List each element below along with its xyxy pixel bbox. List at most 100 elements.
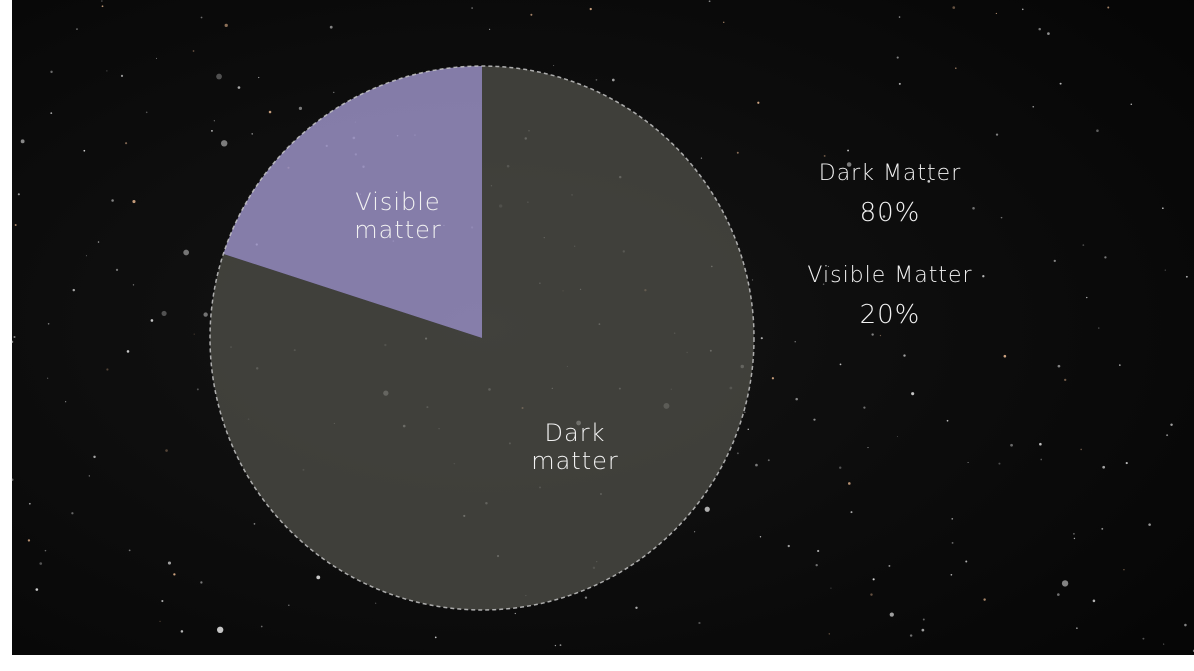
star xyxy=(71,512,74,515)
star xyxy=(1076,627,1078,629)
star xyxy=(200,16,203,19)
star xyxy=(224,23,228,28)
star xyxy=(93,455,96,459)
pie-outline xyxy=(209,65,755,611)
star xyxy=(288,604,290,606)
star xyxy=(44,549,47,552)
star xyxy=(1130,103,1133,105)
star xyxy=(863,406,866,409)
star xyxy=(1000,216,1003,219)
star xyxy=(14,223,17,226)
star xyxy=(813,418,816,421)
star xyxy=(967,461,969,463)
star xyxy=(50,70,53,74)
star xyxy=(1061,580,1069,587)
star xyxy=(1098,327,1100,329)
star xyxy=(927,179,931,183)
star xyxy=(165,449,168,452)
star xyxy=(47,323,50,325)
star xyxy=(434,636,437,639)
star xyxy=(258,76,260,79)
star xyxy=(708,0,711,3)
star xyxy=(1010,443,1013,447)
star xyxy=(28,502,31,505)
star xyxy=(922,618,925,621)
star xyxy=(589,7,592,11)
star xyxy=(126,350,130,353)
star xyxy=(1123,568,1125,571)
star xyxy=(159,620,161,623)
star xyxy=(983,598,986,601)
star xyxy=(1040,458,1043,461)
star xyxy=(951,517,954,520)
star xyxy=(180,630,184,633)
star xyxy=(559,644,562,647)
star xyxy=(698,621,701,625)
star xyxy=(694,531,696,533)
star xyxy=(898,82,901,85)
star xyxy=(723,21,725,24)
star xyxy=(514,612,516,615)
star xyxy=(50,112,53,115)
star xyxy=(1059,82,1062,85)
star xyxy=(823,154,826,157)
star xyxy=(736,151,739,154)
star xyxy=(161,599,164,603)
star xyxy=(822,283,825,286)
star xyxy=(830,587,832,589)
star xyxy=(1057,364,1061,368)
star xyxy=(213,120,215,122)
star xyxy=(1073,533,1075,535)
star xyxy=(1064,378,1067,382)
star xyxy=(1170,423,1173,427)
star xyxy=(870,593,873,596)
star xyxy=(755,463,758,467)
star xyxy=(972,206,975,210)
star xyxy=(83,149,86,152)
star xyxy=(106,70,108,72)
star xyxy=(767,459,770,462)
star xyxy=(85,255,87,257)
star xyxy=(115,268,119,272)
star xyxy=(161,310,167,317)
star xyxy=(1021,8,1024,11)
star xyxy=(251,133,253,135)
star xyxy=(13,336,16,339)
star xyxy=(11,478,14,481)
star xyxy=(1096,129,1099,132)
star xyxy=(39,562,43,565)
star xyxy=(471,7,473,9)
star xyxy=(995,133,999,136)
star xyxy=(173,573,176,576)
star xyxy=(1163,643,1165,645)
star xyxy=(128,549,131,552)
star xyxy=(203,312,208,317)
pie-slice xyxy=(223,66,482,338)
star xyxy=(635,606,638,609)
star xyxy=(839,363,842,366)
star xyxy=(183,249,190,256)
star xyxy=(125,142,128,145)
star xyxy=(871,333,874,336)
star xyxy=(1148,523,1151,526)
star xyxy=(1125,461,1128,465)
star xyxy=(375,602,377,604)
star xyxy=(584,596,588,599)
star xyxy=(1080,448,1083,451)
star xyxy=(921,628,925,632)
star xyxy=(909,634,913,637)
star xyxy=(1107,6,1110,9)
star xyxy=(1104,256,1107,259)
star xyxy=(132,199,136,204)
star xyxy=(298,106,303,111)
star xyxy=(316,575,321,580)
star xyxy=(72,288,76,292)
star xyxy=(35,588,39,591)
star xyxy=(553,64,555,67)
star xyxy=(747,428,749,431)
slice-label: Dark matter xyxy=(531,419,619,475)
star xyxy=(757,101,760,104)
star xyxy=(1142,637,1145,640)
star xyxy=(10,340,14,343)
star xyxy=(760,337,763,340)
